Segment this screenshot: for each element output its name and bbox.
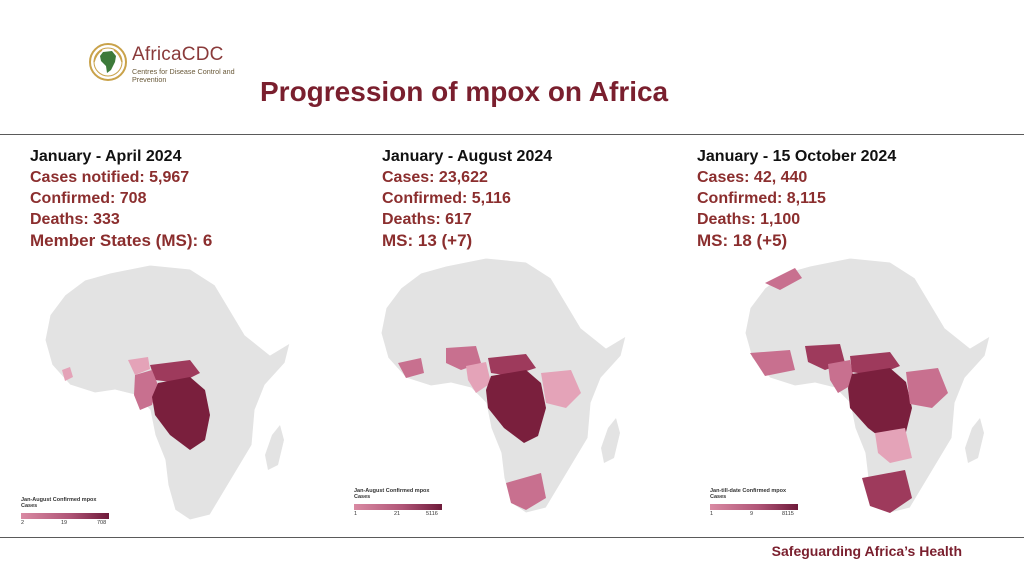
- panel-1-region-sierra-leone: [62, 367, 73, 381]
- panel-1-legend-bar: [21, 513, 109, 519]
- panel-3-region-west-africa: [750, 350, 795, 376]
- panel-1-member-states: Member States (MS): 6: [30, 231, 213, 250]
- panel-3-member-states: MS: 18 (+5): [697, 231, 788, 250]
- panel-2-cases: Cases: 23,622: [382, 169, 488, 186]
- panel-1-period: January - April 2024: [30, 148, 182, 165]
- panel-2-region-drc: [486, 370, 546, 443]
- panel-2-region-west-africa: [398, 358, 424, 378]
- africa-cdc-emblem-icon: [89, 43, 127, 81]
- panel-2-period: January - August 2024: [382, 148, 553, 165]
- panel-1-legend: Jan-August Confirmed mpox Cases 2 19 708: [21, 497, 111, 528]
- panel-1-region-drc: [152, 377, 210, 450]
- panel-2-deaths: Deaths: 617: [382, 211, 472, 228]
- logo-name: AfricaCDC: [132, 44, 224, 65]
- panel-2-legend-tick-max: 5116: [426, 511, 438, 517]
- page-title: Progression of mpox on Africa: [260, 76, 669, 107]
- panel-1-cases: Cases notified: 5,967: [30, 169, 190, 186]
- panel-1-region-cameroon-congo: [134, 370, 158, 410]
- panel-3-legend-tick-min: 1: [710, 511, 714, 517]
- panel-1-legend-ticks: 2 19 708: [21, 520, 111, 528]
- panel-3-legend-title: Jan-till-date Confirmed mpox Cases: [710, 488, 787, 500]
- panel-3-region-cameroon: [828, 360, 855, 393]
- panel-1-confirmed: Confirmed: 708: [30, 190, 147, 207]
- panel-2-legend-title: Jan-August Confirmed mpox Cases: [354, 488, 430, 500]
- panel-2-map: [380, 258, 627, 514]
- panel-2-region-nigeria: [446, 346, 481, 370]
- panel-2-legend: Jan-August Confirmed mpox Cases 1 21 511…: [354, 488, 444, 519]
- panel-3-region-morocco: [765, 268, 802, 290]
- panel-2-legend-bar: [354, 504, 442, 510]
- panel-2-member-states: MS: 13 (+7): [382, 231, 473, 250]
- panel-3-legend: Jan-till-date Confirmed mpox Cases 1 9 8…: [710, 488, 800, 519]
- panel-1-text: January - April 2024 Cases notified: 5,9…: [30, 146, 212, 251]
- panel-3-period: January - 15 October 2024: [697, 148, 897, 165]
- panel-2-legend-tick-min: 1: [354, 511, 358, 517]
- panel-3-region-east-africa: [906, 368, 948, 408]
- panel-2-legend-ticks: 1 21 5116: [354, 511, 444, 519]
- panel-2-region-south-africa: [506, 473, 546, 510]
- panel-1-deaths: Deaths: 333: [30, 211, 120, 228]
- panel-1-legend-tick-max: 708: [97, 520, 107, 526]
- panel-2-text: January - August 2024 Cases: 23,622 Conf…: [382, 146, 552, 251]
- footer-tagline: Safeguarding Africa’s Health: [771, 543, 962, 559]
- logo-subtitle: Centres for Disease Control and Preventi…: [132, 67, 235, 84]
- panel-2-legend-tick-mid: 21: [394, 511, 401, 517]
- panel-3-legend-tick-max: 8115: [782, 511, 794, 517]
- panel-3-text: January - 15 October 2024 Cases: 42, 440…: [697, 146, 896, 251]
- panel-1-region-car: [150, 360, 200, 383]
- panel-2-region-cameroon: [466, 362, 491, 393]
- panel-1-legend-title: Jan-August Confirmed mpox Cases: [21, 497, 97, 509]
- bottom-divider: [0, 537, 1024, 538]
- top-divider: [0, 134, 1024, 135]
- panel-3-deaths: Deaths: 1,100: [697, 211, 801, 228]
- panel-3-cases: Cases: 42, 440: [697, 169, 808, 186]
- africa-cdc-logo: AfricaCDC Centres for Disease Control an…: [88, 42, 258, 86]
- panel-3-legend-tick-mid: 9: [750, 511, 754, 517]
- panel-1-map: [44, 265, 291, 521]
- panel-2-region-east-africa: [541, 370, 581, 408]
- panel-3-legend-ticks: 1 9 8115: [710, 511, 800, 519]
- panel-3-region-south-africa: [862, 470, 912, 513]
- panel-1-legend-tick-min: 2: [21, 520, 25, 526]
- panel-3-region-southern-central: [875, 428, 912, 463]
- panel-1-region-nigeria: [128, 357, 150, 375]
- panel-3-legend-bar: [710, 504, 798, 510]
- panel-3-map: [744, 258, 991, 514]
- panel-3-region-drc: [848, 368, 912, 443]
- panel-2-confirmed: Confirmed: 5,116: [382, 190, 511, 207]
- panel-1-legend-tick-mid: 19: [61, 520, 68, 526]
- panel-3-confirmed: Confirmed: 8,115: [697, 190, 826, 207]
